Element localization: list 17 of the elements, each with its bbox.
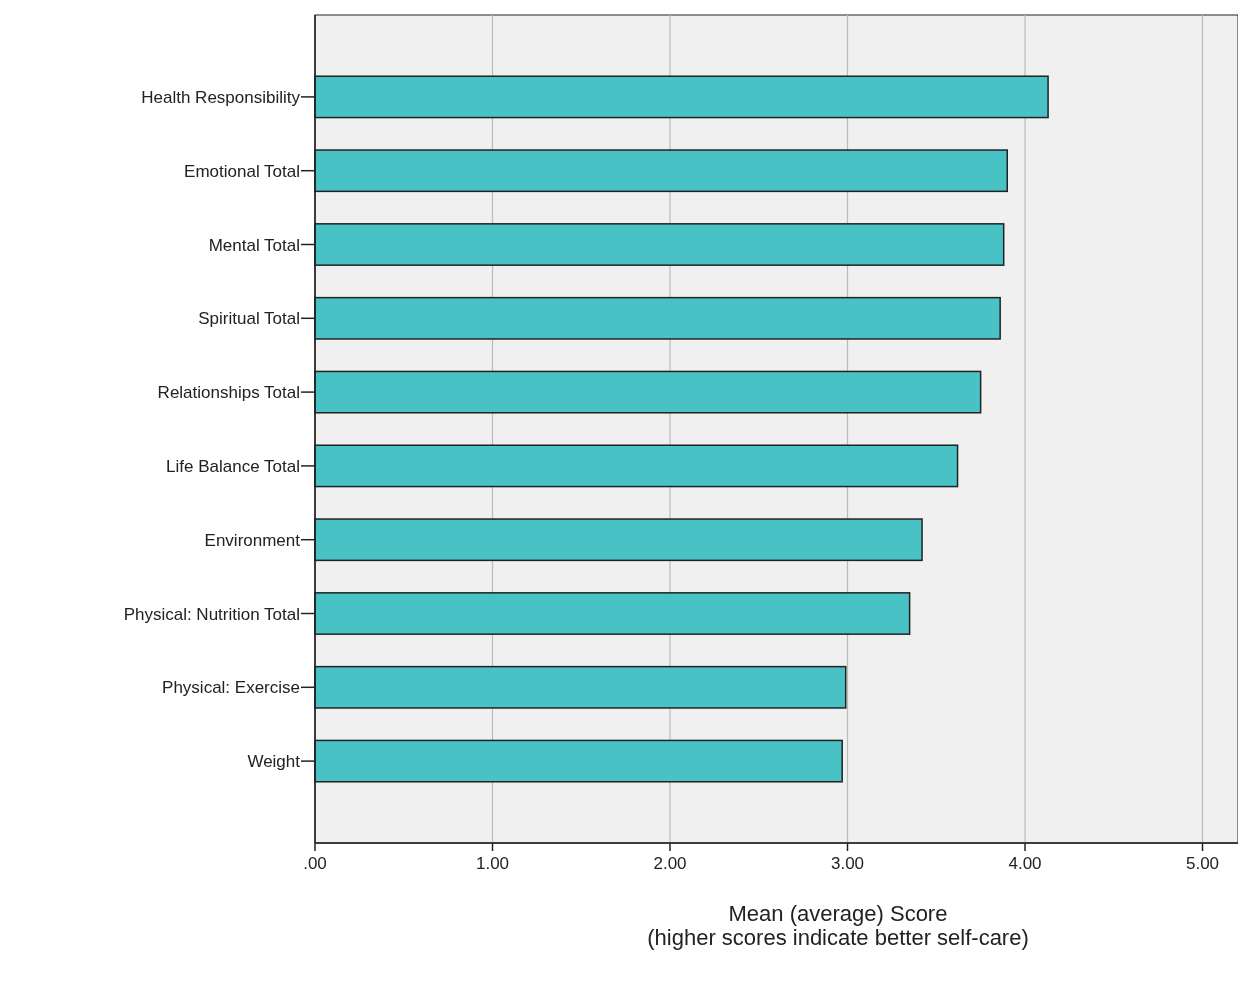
- x-tick-label: 3.00: [830, 854, 865, 873]
- y-tick-label: Physical: Exercise: [162, 678, 300, 698]
- x-tick-label: 5.00: [1185, 854, 1220, 873]
- x-tick-label: 4.00: [1008, 854, 1042, 873]
- y-tick-label: Emotional Total: [184, 161, 300, 181]
- x-tick-label: 2.00: [653, 854, 687, 873]
- y-tick-label: Life Balance Total: [166, 456, 300, 476]
- y-tick-label: Mental Total: [208, 235, 300, 255]
- y-tick-label: Physical: Nutrition Total: [123, 604, 300, 624]
- y-tick-label: Health Responsibility: [141, 87, 301, 107]
- x-axis-title: Mean (average) Score (higher scores indicate better self-care): [647, 901, 1029, 950]
- y-tick-label: Spiritual Total: [198, 309, 300, 329]
- x-tick-label: .00: [303, 854, 327, 873]
- y-tick-label: Weight: [247, 752, 301, 772]
- y-tick-label: Relationships Total: [157, 383, 300, 403]
- x-tick-label: 1.00: [475, 854, 510, 873]
- y-tick-label: Environment: [204, 530, 301, 550]
